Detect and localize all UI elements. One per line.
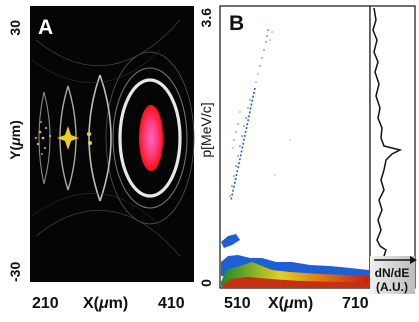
electron-trail-main: [230, 87, 256, 201]
panel-b-plot-area: [219, 5, 371, 289]
panel-a-x-axis-label: X(μm): [83, 295, 128, 312]
panel-b-y-axis-label: p[MeV/c]: [198, 102, 214, 157]
electron-cluster-upper: [221, 234, 240, 248]
electron-population-red: [221, 277, 369, 288]
spectrum-label-line2: (A.U.): [376, 280, 408, 294]
panel-a-plot-area: [30, 6, 194, 282]
panel-b-x-tick-left: 510: [224, 295, 251, 312]
panel-b-x-tick-right: 710: [342, 295, 369, 312]
dn-de-curve: [372, 7, 403, 257]
spectrum-label-box: [370, 256, 415, 294]
panel-a-x-tick-right: 410: [158, 295, 185, 312]
panel-a-x-tick-left: 210: [32, 295, 59, 312]
wake-rings: [31, 19, 195, 257]
panel-a: A 30 Y(μm) -30 210 X(μm) 410: [7, 6, 195, 312]
panel-b: B 3.6 p[MeV/c] 0 510 X(μm) 710: [198, 5, 371, 312]
electron-trail-points: [229, 29, 291, 197]
panel-b-y-tick-bottom: 0: [198, 279, 214, 287]
panel-a-y-tick-bottom: -30: [7, 262, 23, 282]
spectrum-label-line1: dN/dE: [375, 266, 410, 280]
electron-bunches: [35, 121, 92, 155]
laser-pulse: [139, 105, 163, 171]
spectrum-panel: dN/dE (A.U.): [369, 5, 417, 294]
panel-b-y-tick-top: 3.6: [198, 8, 214, 28]
right-arrow-icon: [374, 256, 417, 264]
panel-b-x-axis-label: X(μm): [268, 295, 313, 312]
panel-b-label: B: [229, 12, 244, 35]
spectrum-plot-area: [369, 5, 416, 289]
panel-a-y-tick-top: 30: [7, 20, 23, 36]
panel-a-y-axis-label: Y(μm): [7, 120, 23, 160]
panel-a-label: A: [38, 16, 53, 39]
